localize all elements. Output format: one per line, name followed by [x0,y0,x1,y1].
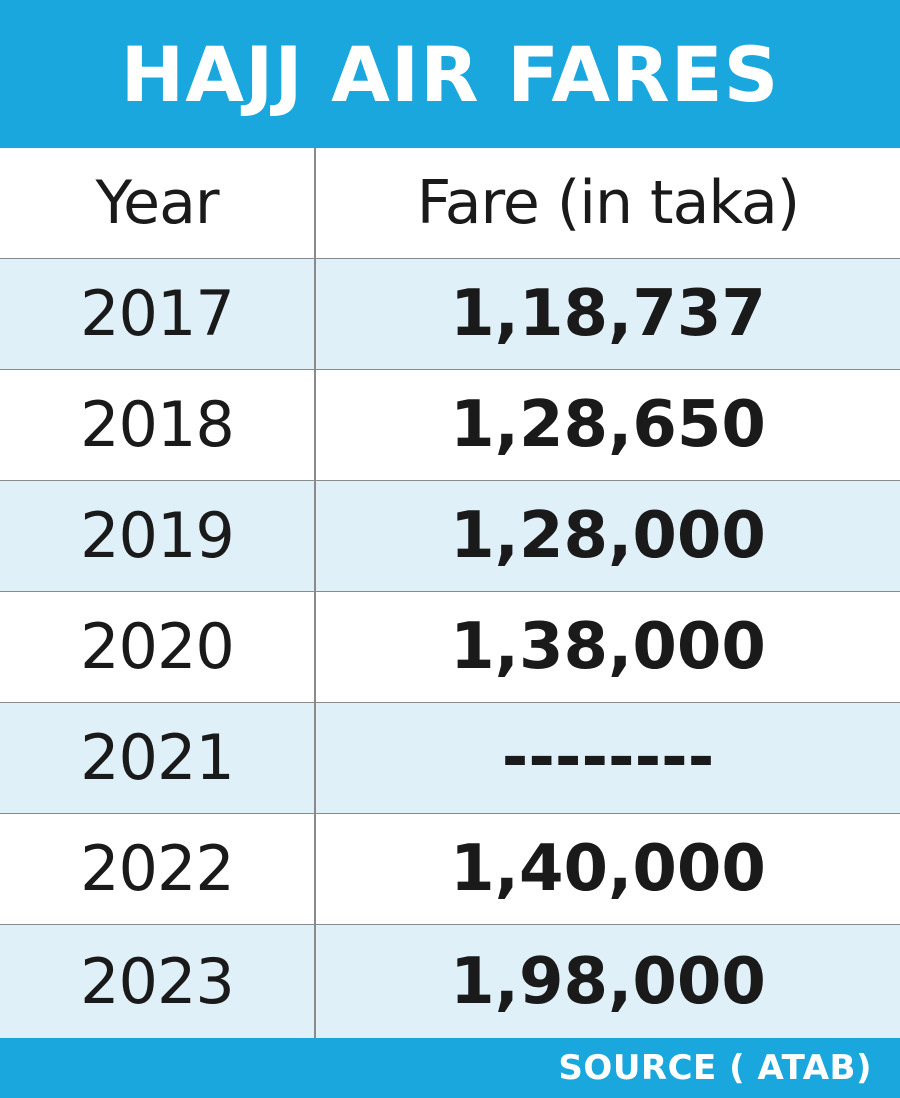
fare-value: 1,98,000 [450,944,766,1019]
fare-value: 1,28,650 [450,388,766,462]
year-value: 2023 [80,944,235,1018]
table-row: 2023 1,98,000 [0,925,900,1038]
header-year-label: Year [95,168,219,238]
table-row: 2017 1,18,737 [0,259,900,370]
source-note: SOURCE ( ATAB) [558,1048,872,1088]
fare-cell: 1,40,000 [316,814,900,924]
fares-table: Year Fare (in taka) 2017 1,18,737 2018 1… [0,148,900,1038]
fare-cell: -------- [316,703,900,813]
title-banner: HAJJ AIR FARES [0,0,900,148]
year-value: 2017 [80,277,235,350]
column-divider [314,148,316,1038]
table-row: 2022 1,40,000 [0,814,900,925]
fare-value: 1,40,000 [450,832,766,906]
year-cell: 2017 [0,259,314,369]
year-cell: 2020 [0,592,314,702]
year-cell: 2023 [0,925,314,1038]
year-cell: 2018 [0,370,314,480]
year-value: 2019 [80,499,235,572]
fare-cell: 1,38,000 [316,592,900,702]
fare-cell: 1,18,737 [316,259,900,369]
table-header-row: Year Fare (in taka) [0,148,900,259]
year-value: 2020 [80,610,235,683]
table-row: 2021 -------- [0,703,900,814]
fare-value: 1,18,737 [450,277,766,351]
header-year-cell: Year [0,148,314,258]
year-value: 2022 [80,832,235,905]
table-row: 2018 1,28,650 [0,370,900,481]
fare-value: -------- [501,721,715,795]
fare-cell: 1,98,000 [316,925,900,1038]
fare-cell: 1,28,650 [316,370,900,480]
fare-value: 1,28,000 [450,499,766,573]
fare-cell: 1,28,000 [316,481,900,591]
chart-title: HAJJ AIR FARES [120,30,780,119]
header-fare-cell: Fare (in taka) [316,148,900,258]
table-row: 2020 1,38,000 [0,592,900,703]
year-value: 2021 [80,721,235,794]
footer-banner: SOURCE ( ATAB) [0,1038,900,1098]
year-value: 2018 [80,388,235,461]
table-row: 2019 1,28,000 [0,481,900,592]
year-cell: 2021 [0,703,314,813]
year-cell: 2022 [0,814,314,924]
year-cell: 2019 [0,481,314,591]
header-fare-label: Fare (in taka) [416,168,800,238]
fare-value: 1,38,000 [450,610,766,684]
